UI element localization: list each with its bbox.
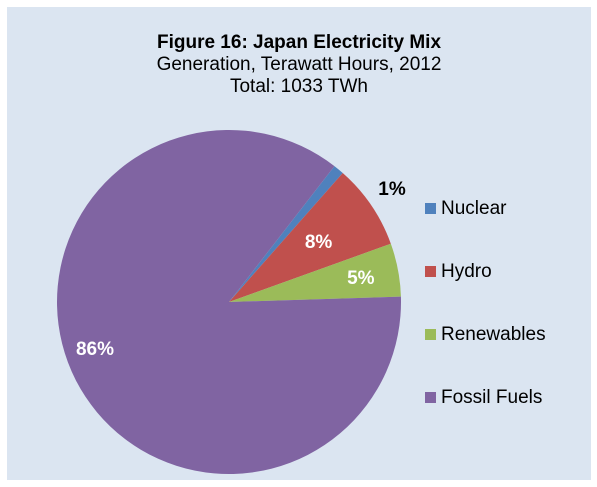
legend-label-hydro: Hydro (441, 261, 492, 282)
chart-subtitle: Generation, Terawatt Hours, 2012 (156, 54, 442, 75)
pie-slice-hydro (229, 172, 391, 302)
slice-label-renewables: 5% (347, 268, 375, 289)
legend-label-fossil-fuels: Fossil Fuels (441, 387, 543, 408)
legend-swatch-hydro (425, 266, 436, 277)
pie-slice-fossil-fuels (57, 130, 402, 475)
slice-label-fossil-fuels: 86% (76, 339, 114, 360)
slice-label-nuclear: 1% (378, 179, 406, 200)
legend-label-renewables: Renewables (441, 324, 546, 345)
legend-label-nuclear: Nuclear (441, 198, 507, 219)
legend-swatch-nuclear (425, 203, 436, 214)
pie-slice-nuclear (229, 166, 343, 302)
chart-panel: Figure 16: Japan Electricity Mix Generat… (7, 7, 591, 480)
legend-swatch-fossil-fuels (425, 392, 436, 403)
pie-slice-renewables (229, 243, 401, 302)
chart-title: Figure 16: Japan Electricity Mix (156, 32, 442, 53)
slice-label-hydro: 8% (305, 232, 333, 253)
pie-chart: 1% 8% 5% 86% (57, 130, 406, 475)
chart-total-label: Total: 1033 TWh (229, 76, 368, 97)
legend-swatch-renewables (425, 329, 436, 340)
